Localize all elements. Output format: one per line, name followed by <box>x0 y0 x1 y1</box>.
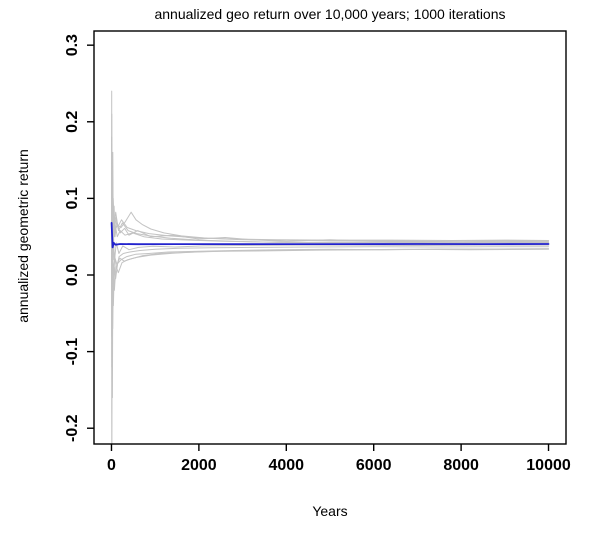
y-tick-label: 0.3 <box>64 34 81 56</box>
series-iteration-4 <box>111 205 549 307</box>
series-iteration-3 <box>111 136 549 276</box>
chart-title: annualized geo return over 10,000 years;… <box>154 6 506 22</box>
series-iteration-2 <box>111 236 549 444</box>
y-tick-label: 0.0 <box>64 264 81 286</box>
series-iteration-10 <box>111 136 549 241</box>
y-tick-label: 0.1 <box>64 187 81 209</box>
series-iteration-5 <box>111 113 549 244</box>
x-tick-label: 8000 <box>443 457 479 474</box>
x-tick-label: 2000 <box>181 457 217 474</box>
series-mean <box>110 221 550 249</box>
y-tick-label: -0.2 <box>64 414 81 442</box>
x-tick-label: 6000 <box>356 457 392 474</box>
x-tick-label: 4000 <box>268 457 304 474</box>
series-iteration-8 <box>111 151 549 243</box>
series-iteration-1 <box>111 90 549 261</box>
series-group <box>110 90 550 444</box>
x-tick-label: 0 <box>107 457 116 474</box>
y-axis-title: annualized geometric return <box>15 149 31 323</box>
x-tick-label: 10000 <box>526 457 571 474</box>
x-axis-title: Years <box>312 503 348 519</box>
y-tick-label: 0.2 <box>64 111 81 133</box>
series-iteration-9 <box>111 236 549 383</box>
plot-border <box>93 30 567 445</box>
y-tick-label: -0.1 <box>64 338 81 366</box>
series-iteration-6 <box>111 167 549 291</box>
